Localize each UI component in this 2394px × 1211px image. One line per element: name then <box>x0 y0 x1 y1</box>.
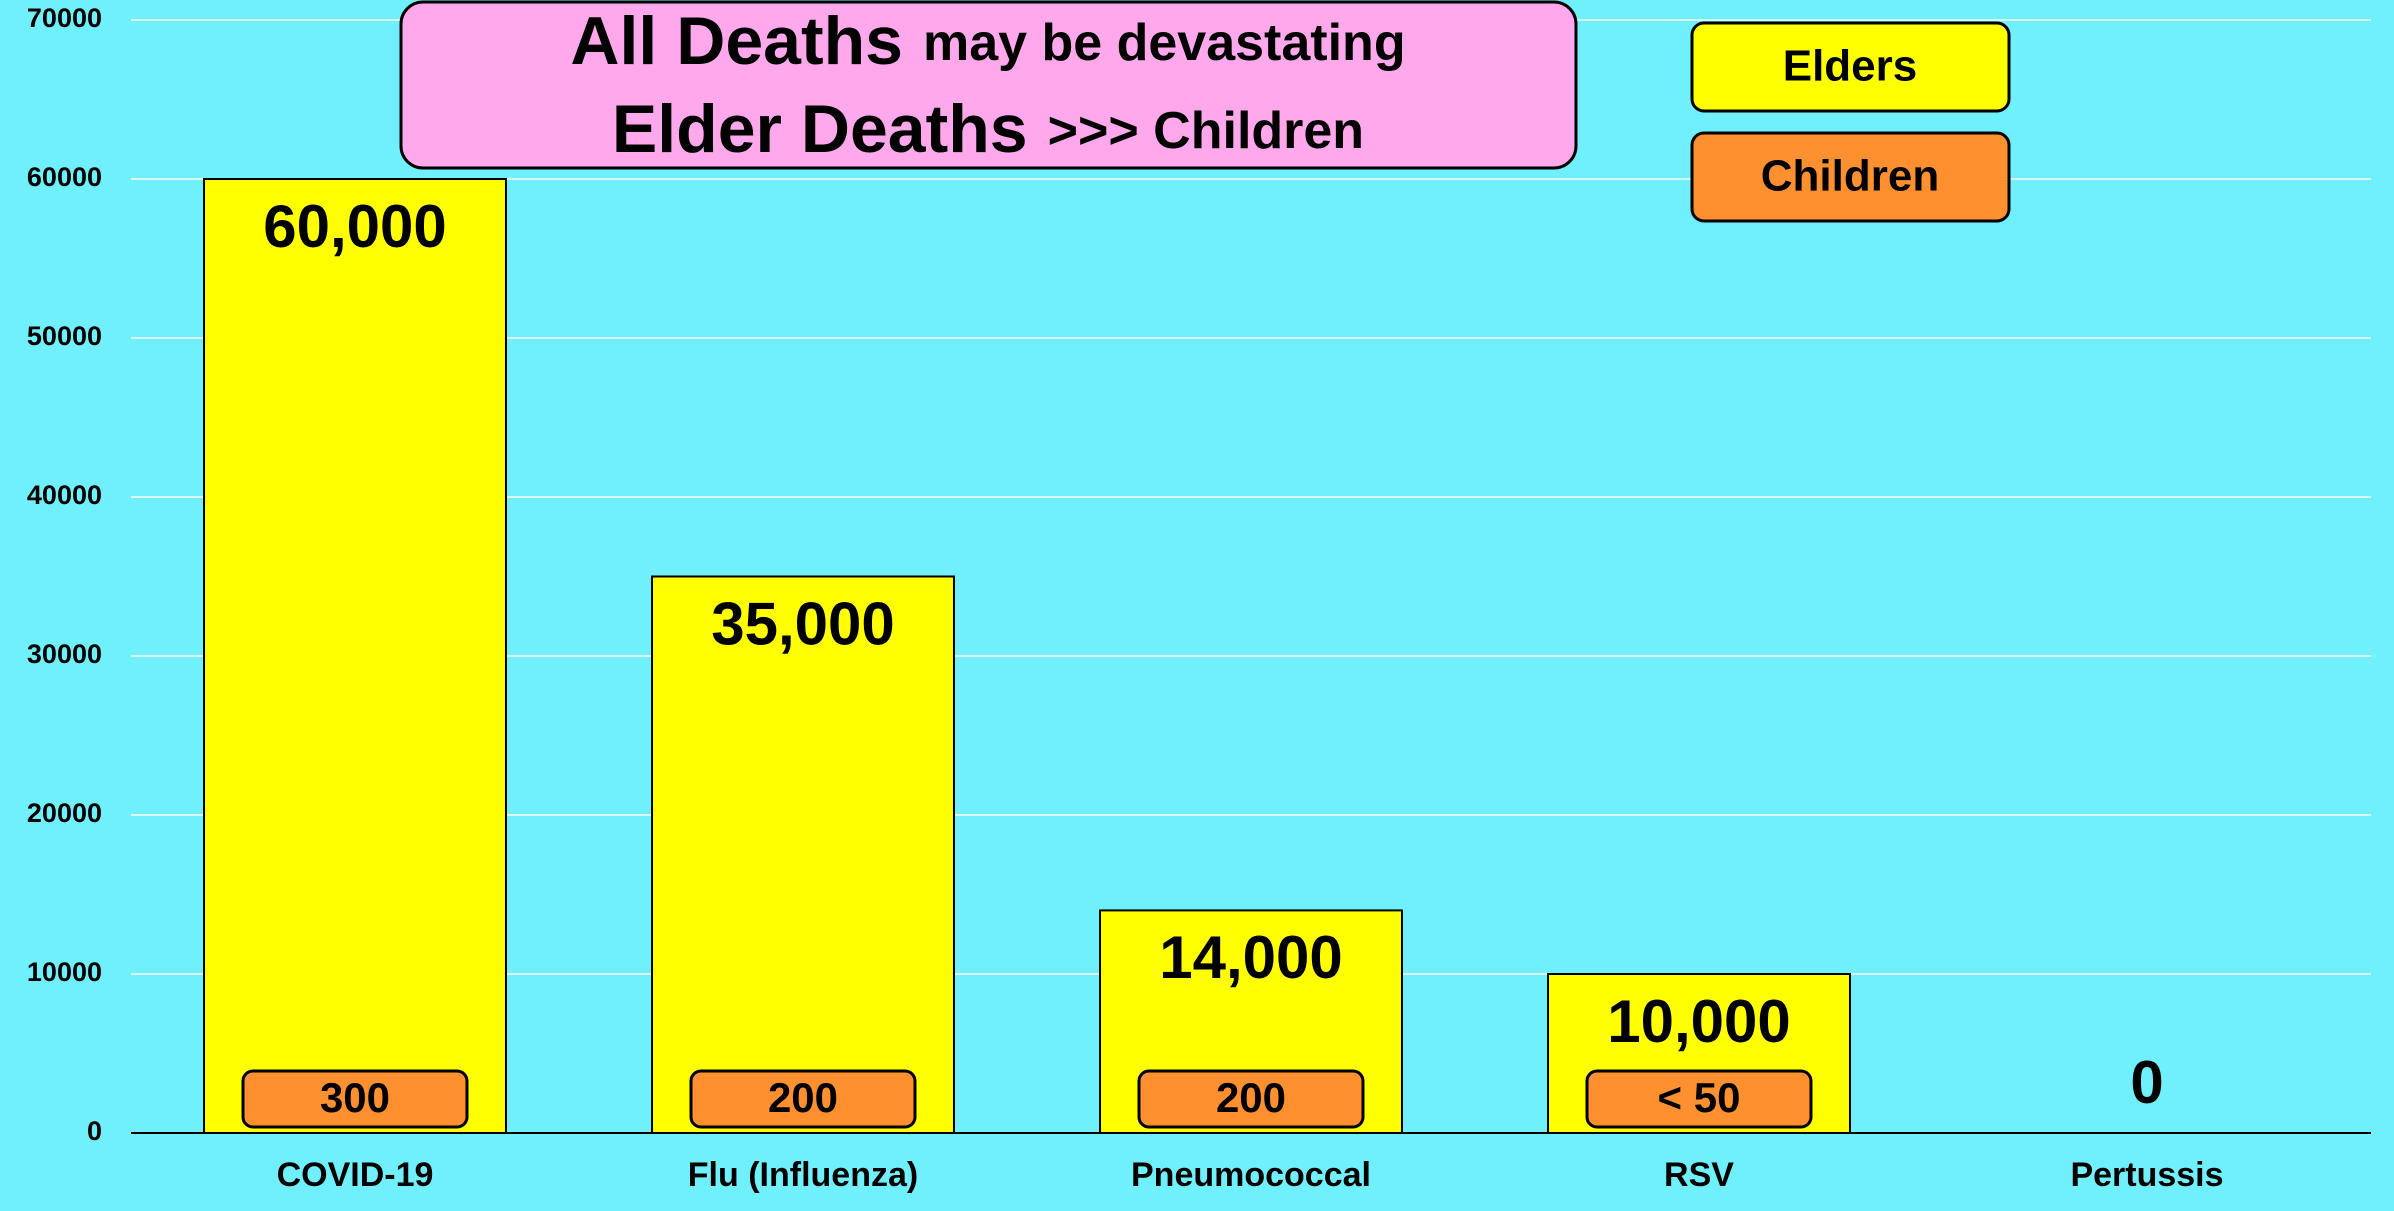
children-badge <box>1137 1069 1365 1129</box>
x-tick-label: RSV <box>1664 1156 1734 1194</box>
y-tick-label: 40000 <box>27 480 102 510</box>
bar-value-label: 10,000 <box>1607 988 1791 1055</box>
y-tick-label: 30000 <box>27 639 102 669</box>
children-value-label: 300 <box>320 1074 390 1121</box>
children-value-label: 200 <box>768 1074 838 1121</box>
title-part: Elder Deaths <box>612 91 1028 167</box>
title-part: >>> Children <box>1048 102 1364 160</box>
legend-swatch <box>1690 131 2011 223</box>
bar-value-label: 60,000 <box>263 193 447 260</box>
y-tick-label: 60000 <box>27 162 102 192</box>
legend-label: Children <box>1761 152 1939 201</box>
y-tick-label: 70000 <box>27 3 102 33</box>
title-box <box>399 0 1578 170</box>
x-tick-label: Flu (Influenza) <box>688 1156 918 1194</box>
y-tick-label: 50000 <box>27 321 102 351</box>
chart-title: All Deaths may be devastating <box>570 3 1405 79</box>
bar-value-label: 0 <box>2130 1049 2163 1116</box>
chart-title: Elder Deaths >>> Children <box>612 91 1364 167</box>
children-value-label: < 50 <box>1658 1074 1741 1121</box>
y-tick-label: 10000 <box>27 957 102 987</box>
bar-value-label: 14,000 <box>1159 924 1343 991</box>
x-tick-label: COVID-19 <box>277 1156 434 1194</box>
title-part: may be devastating <box>923 14 1406 72</box>
children-badge <box>1585 1069 1813 1129</box>
y-tick-label: 0 <box>87 1116 102 1146</box>
legend-label: Elders <box>1783 42 1918 91</box>
bar <box>203 178 507 1134</box>
children-badge <box>241 1069 469 1129</box>
bar-value-label: 35,000 <box>711 590 895 657</box>
title-part: All Deaths <box>570 3 903 79</box>
y-tick-label: 20000 <box>27 798 102 828</box>
children-value-label: 200 <box>1216 1074 1286 1121</box>
bar <box>651 575 955 1134</box>
legend-swatch <box>1690 21 2011 113</box>
x-tick-label: Pneumococcal <box>1131 1156 1371 1194</box>
children-badge <box>689 1069 917 1129</box>
x-tick-label: Pertussis <box>2070 1156 2223 1194</box>
